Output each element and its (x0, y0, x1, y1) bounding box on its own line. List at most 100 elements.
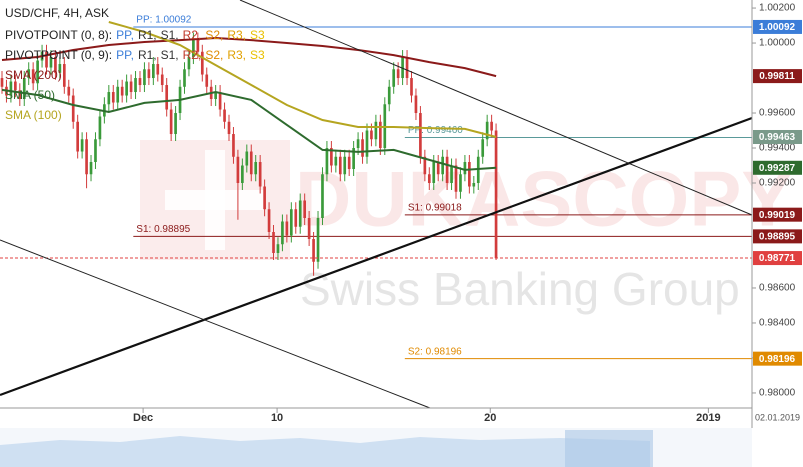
pivot-legend-name: PIVOTPOINT (0, 8): (5, 28, 112, 42)
candle-body (481, 139, 485, 157)
price-tag-label: 0.98771 (759, 253, 796, 264)
candle-body (200, 51, 204, 75)
candle-body (143, 69, 146, 86)
candle-body (152, 64, 155, 79)
candle-body (241, 165, 244, 184)
candle-body (249, 151, 253, 175)
price-tag-label: 0.99287 (759, 163, 796, 174)
candle-body (245, 151, 249, 166)
candle-body (111, 92, 115, 103)
y-tick-label: 0.98000 (759, 388, 796, 399)
candle-body (267, 209, 271, 232)
legend: USD/CHF, 4H, ASK PIVOTPOINT (0, 8): PP, R1… (5, 6, 265, 122)
candle-body (31, 69, 35, 84)
pivot-legend-item: S2, (205, 48, 223, 62)
candle-body (165, 85, 169, 110)
candle-body (365, 130, 369, 157)
candle-body (22, 78, 26, 100)
candle-body (494, 130, 498, 259)
candle-body (374, 121, 378, 140)
candle-body (392, 69, 396, 87)
candle-body (62, 64, 66, 87)
price-tag-label: 0.98895 (759, 232, 796, 243)
candle-body (441, 156, 444, 175)
candle-body (294, 209, 298, 227)
candle-body (450, 165, 453, 184)
legend-entry: SMA (100) (5, 108, 62, 122)
candle-body (361, 139, 364, 157)
y-tick-label: 0.99600 (759, 108, 796, 119)
price-tag-label: 0.99811 (759, 71, 795, 82)
candle-body (218, 92, 222, 110)
candle-body (160, 74, 164, 86)
candle-body (454, 165, 458, 192)
candle-body (107, 92, 111, 105)
pivot-legend-item: PP, (116, 48, 134, 62)
pivot-legend-item: R3, (227, 28, 246, 42)
y-tick-label: 0.99200 (759, 178, 796, 189)
pivot-legend-item: PP, (116, 28, 134, 42)
candle-body (36, 60, 39, 84)
pivot-legend-item: S2, (205, 28, 223, 42)
candle-body (423, 156, 427, 175)
price-tag (753, 229, 802, 244)
price-tag (753, 251, 802, 266)
candle-body (134, 78, 137, 93)
pivot-label: S1: 0.98895 (136, 224, 190, 235)
price-tag (753, 207, 802, 222)
candle-body (472, 183, 476, 187)
candle-body (214, 92, 217, 100)
pivot-label: S1: 0.99018 (408, 202, 462, 213)
candle-body (352, 148, 355, 170)
candle-body (387, 86, 391, 105)
pivot-legend-item: S3 (250, 28, 265, 42)
candle-body (258, 162, 262, 187)
y-tick-label: 1.00000 (759, 38, 796, 49)
price-tag (753, 19, 802, 34)
candle-body (330, 148, 333, 166)
candle-body (147, 69, 151, 79)
price-tag (753, 129, 802, 144)
candle-body (485, 121, 489, 140)
candle-body (379, 121, 382, 149)
chart-title: USD/CHF, 4H, ASK (5, 6, 109, 20)
candle-body (396, 69, 400, 79)
pivot-label: PP: 0.99460 (408, 125, 463, 136)
candle-body (325, 148, 329, 175)
x-tick-label: 10 (271, 412, 283, 424)
candle-body (321, 174, 324, 218)
candle-body (370, 130, 373, 140)
candle-body (436, 162, 440, 175)
watermark-cross (165, 190, 265, 210)
candle-body (116, 86, 120, 103)
candle-body (347, 156, 351, 170)
candle-body (445, 156, 449, 184)
pivot-legend-item: R2, (183, 48, 202, 62)
moving-average (1, 88, 497, 171)
candle-body (120, 86, 124, 96)
candle-body (298, 200, 302, 227)
candle-body (459, 174, 462, 192)
candle-body (272, 231, 275, 253)
candle-body (223, 109, 226, 122)
candle-body (432, 162, 436, 184)
y-tick-label: 1.00200 (759, 3, 796, 14)
candle-body (401, 57, 404, 79)
x-tick-label: Dec (133, 412, 153, 424)
pivot-legend-item: R2, (183, 28, 202, 42)
candle-body (205, 74, 209, 87)
candle-body (343, 156, 347, 175)
price-tag (753, 69, 802, 84)
moving-average (108, 21, 497, 138)
candle-body (125, 81, 128, 96)
candle-body (289, 209, 293, 236)
candle-body (276, 244, 280, 253)
candle-body (410, 78, 413, 96)
pivot-legend-item: R1, (138, 28, 157, 42)
candle-body (71, 95, 75, 122)
candle-body (0, 78, 4, 87)
pivot-legend-name: PIVOTPOINT (0, 9): (5, 48, 112, 62)
candle-body (49, 57, 53, 68)
candle-body (54, 57, 57, 73)
